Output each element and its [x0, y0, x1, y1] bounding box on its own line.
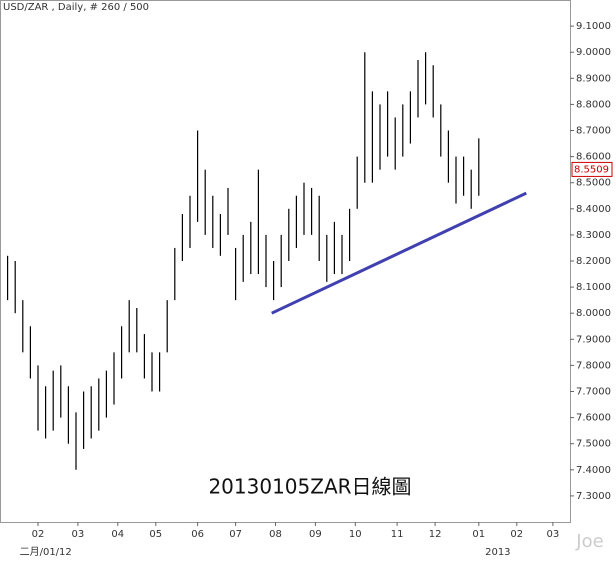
- chart-title: USD/ZAR , Daily, # 260 / 500: [3, 2, 149, 13]
- x-tick-label: 05: [149, 529, 162, 540]
- x-tick-label: 04: [111, 529, 124, 540]
- x-period-label: 2013: [485, 547, 510, 558]
- x-tick-label: 09: [309, 529, 322, 540]
- y-tick-label: 8.3000: [576, 230, 611, 241]
- trend-line: [271, 191, 527, 315]
- y-tick-label: 8.2000: [576, 256, 611, 267]
- y-tick-label: 7.9000: [576, 334, 611, 345]
- x-tick-label: 02: [32, 529, 45, 540]
- y-tick-label: 7.5000: [576, 439, 611, 450]
- y-tick-label: 8.4000: [576, 204, 611, 215]
- y-tick-label: 8.1000: [576, 282, 611, 293]
- y-tick-label: 8.9000: [576, 73, 611, 84]
- x-tick-label: 06: [191, 529, 204, 540]
- x-tick-label: 12: [429, 529, 442, 540]
- plot-area: [0, 0, 571, 523]
- x-tick-label: 03: [547, 529, 560, 540]
- last-price-label: 8.5509: [574, 164, 609, 175]
- y-tick-label: 8.7000: [576, 126, 611, 137]
- y-tick-label: 7.7000: [576, 387, 611, 398]
- x-tick-label: 08: [269, 529, 282, 540]
- y-tick-label: 8.5000: [576, 178, 611, 189]
- y-tick-label: 8.6000: [576, 152, 611, 163]
- y-tick-label: 8.0000: [576, 308, 611, 319]
- x-tick-label: 11: [391, 529, 404, 540]
- last-price-box: [571, 161, 613, 177]
- y-tick-label: 7.4000: [576, 465, 611, 476]
- annotation: 20130105ZAR日線圖: [208, 475, 411, 499]
- y-tick-label: 9.1000: [576, 21, 611, 32]
- y-tick-label: 7.3000: [576, 491, 611, 502]
- x-tick-label: 02: [510, 529, 523, 540]
- x-tick-label: 03: [72, 529, 85, 540]
- x-period-label: 二月/01/12: [20, 546, 72, 558]
- y-tick-label: 8.8000: [576, 99, 611, 110]
- y-tick-label: 7.6000: [576, 413, 611, 424]
- y-tick-label: 9.0000: [576, 47, 611, 58]
- y-tick-label: 7.8000: [576, 360, 611, 371]
- x-tick-label: 07: [229, 529, 242, 540]
- x-tick-label: 10: [349, 529, 362, 540]
- watermark: Joe: [575, 531, 603, 552]
- x-tick-label: 01: [472, 529, 485, 540]
